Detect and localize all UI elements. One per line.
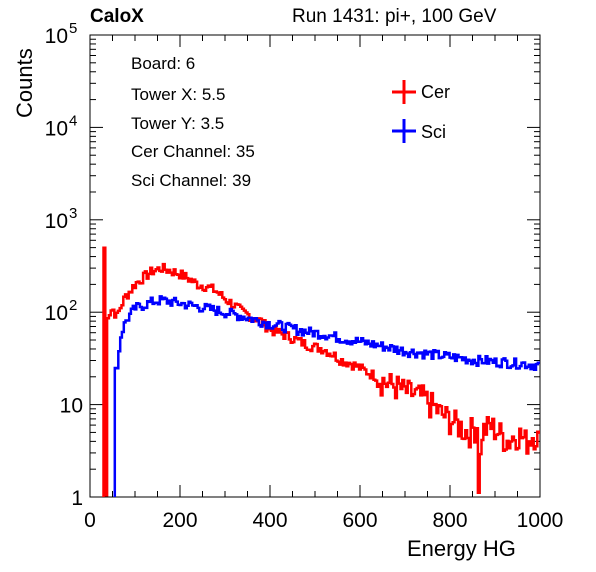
y-tick-exponent: 5: [69, 20, 77, 37]
info-tower-x: Tower X: 5.5: [131, 85, 226, 104]
experiment-label: CaloX: [90, 6, 144, 27]
series-line-cer: [102, 246, 540, 497]
x-tick-label: 200: [162, 509, 197, 532]
run-info-label: Run 1431: pi+, 100 GeV: [292, 6, 497, 27]
y-tick-label: 10: [45, 302, 68, 325]
legend-label-sci: Sci: [421, 122, 447, 142]
x-tick-label: 400: [252, 509, 287, 532]
y-tick-exponent: 2: [69, 297, 77, 314]
x-tick-label: 1000: [517, 509, 564, 532]
series-line-sci: [113, 295, 540, 497]
y-tick-exponent: 3: [69, 205, 77, 222]
y-tick-exponent: 4: [69, 112, 77, 129]
y-tick-label: 10: [45, 210, 68, 233]
x-tick-label: 0: [84, 509, 96, 532]
x-axis-label: Energy HG: [407, 536, 516, 561]
legend-label-cer: Cer: [421, 82, 451, 102]
info-board: Board: 6: [131, 54, 196, 73]
info-sci-channel: Sci Channel: 39: [131, 171, 252, 190]
y-tick-label: 10: [45, 25, 68, 48]
info-cer-channel: Cer Channel: 35: [131, 142, 255, 161]
x-tick-label: 800: [432, 509, 467, 532]
y-tick-label: 10: [60, 395, 83, 418]
y-tick-label: 10: [45, 117, 68, 140]
x-tick-label: 600: [342, 509, 377, 532]
info-tower-y: Tower Y: 3.5: [131, 114, 225, 133]
y-tick-label: 1: [71, 487, 83, 510]
